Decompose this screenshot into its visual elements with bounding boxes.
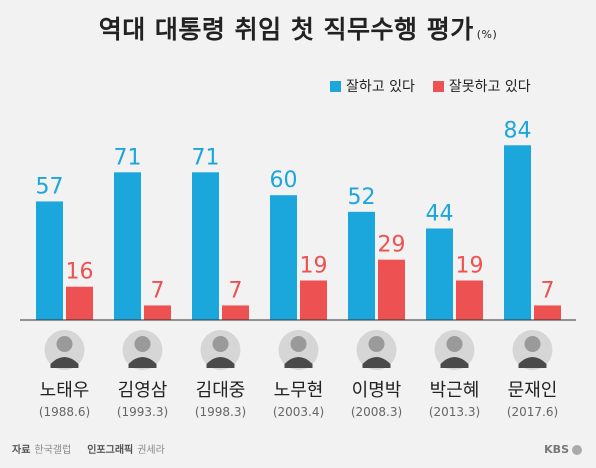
portrait-head-icon (56, 336, 73, 352)
legend-item-good: 잘하고 있다 (330, 76, 415, 96)
graphic-value: 권세라 (137, 445, 165, 456)
portrait-head-icon (212, 336, 229, 352)
bar-bad (456, 280, 483, 320)
bar-good (426, 228, 453, 320)
category-year: (1988.6) (39, 405, 90, 419)
portrait-body-icon (518, 357, 547, 368)
portrait-body-icon (128, 357, 157, 368)
source-value: 한국갤럽 (34, 445, 72, 456)
legend-item-bad: 잘못하고 있다 (432, 76, 531, 96)
legend-label-good: 잘하고 있다 (346, 79, 415, 95)
legend-swatch-bad (432, 80, 444, 92)
data-label: 7 (151, 278, 165, 303)
category-label: 이명박 (352, 380, 402, 401)
category-year: (2013.3) (429, 405, 480, 419)
category-year: (1993.3) (117, 405, 168, 419)
chart-title: 역대 대통령 취임 첫 직무수행 평가 (%) (0, 10, 596, 46)
brand-dot-icon (572, 444, 582, 455)
data-label: 71 (114, 145, 142, 170)
portrait-head-icon (134, 336, 151, 352)
data-label: 44 (426, 201, 454, 226)
data-label: 60 (270, 168, 298, 193)
category-year: (2017.6) (507, 405, 558, 419)
portrait-body-icon (284, 357, 313, 368)
data-label: 19 (456, 253, 484, 278)
data-label: 52 (348, 185, 376, 210)
bar-good (192, 172, 219, 320)
portrait-body-icon (50, 357, 79, 368)
category-label: 김대중 (196, 380, 246, 401)
bar-bad (222, 305, 249, 320)
portrait-head-icon (368, 336, 385, 352)
portrait-body-icon (206, 357, 235, 368)
data-label: 29 (378, 233, 406, 258)
category-year: (2003.4) (273, 405, 324, 419)
legend-swatch-good (330, 80, 341, 92)
bar-bad (534, 305, 561, 320)
legend: 잘하고 있다 잘못하고 있다 (330, 76, 549, 96)
portrait-head-icon (446, 336, 463, 352)
category-year: (1998.3) (195, 405, 246, 419)
data-label: 84 (504, 118, 532, 143)
category-label: 문재인 (508, 380, 558, 401)
category-label: 김영삼 (118, 380, 168, 401)
source-label: 자료 (12, 445, 31, 456)
brand-logo: KBS (544, 443, 582, 456)
data-label: 7 (229, 278, 243, 303)
bar-good (36, 201, 63, 320)
data-label: 19 (300, 253, 328, 278)
category-label: 노무현 (274, 380, 324, 401)
portrait-head-icon (290, 336, 307, 352)
graphic-label: 인포그래픽 (87, 445, 134, 456)
unit-label: (%) (476, 28, 498, 41)
bar-good (348, 211, 375, 320)
portrait-body-icon (440, 357, 469, 368)
bar-bad (300, 280, 327, 320)
bar-good (270, 195, 297, 320)
data-label: 16 (66, 260, 94, 285)
portrait-head-icon (524, 336, 541, 352)
bar-bad (144, 305, 171, 320)
bar-bad (66, 286, 93, 320)
brand-text: KBS (544, 443, 569, 456)
bar-good (114, 172, 141, 320)
portrait-body-icon (362, 357, 391, 368)
category-label: 노태우 (40, 380, 90, 401)
category-label: 박근혜 (430, 380, 480, 401)
legend-label-bad: 잘못하고 있다 (448, 79, 531, 95)
category-year: (2008.3) (351, 405, 402, 419)
data-label: 71 (192, 145, 220, 170)
bar-bad (378, 259, 405, 320)
data-label: 57 (36, 174, 64, 199)
title-text: 역대 대통령 취임 첫 직무수행 평가 (98, 15, 474, 44)
bar-good (504, 145, 531, 320)
data-label: 7 (541, 278, 555, 303)
footer-credits: 자료 한국갤럽 인포그래픽 권세라 (12, 441, 165, 456)
